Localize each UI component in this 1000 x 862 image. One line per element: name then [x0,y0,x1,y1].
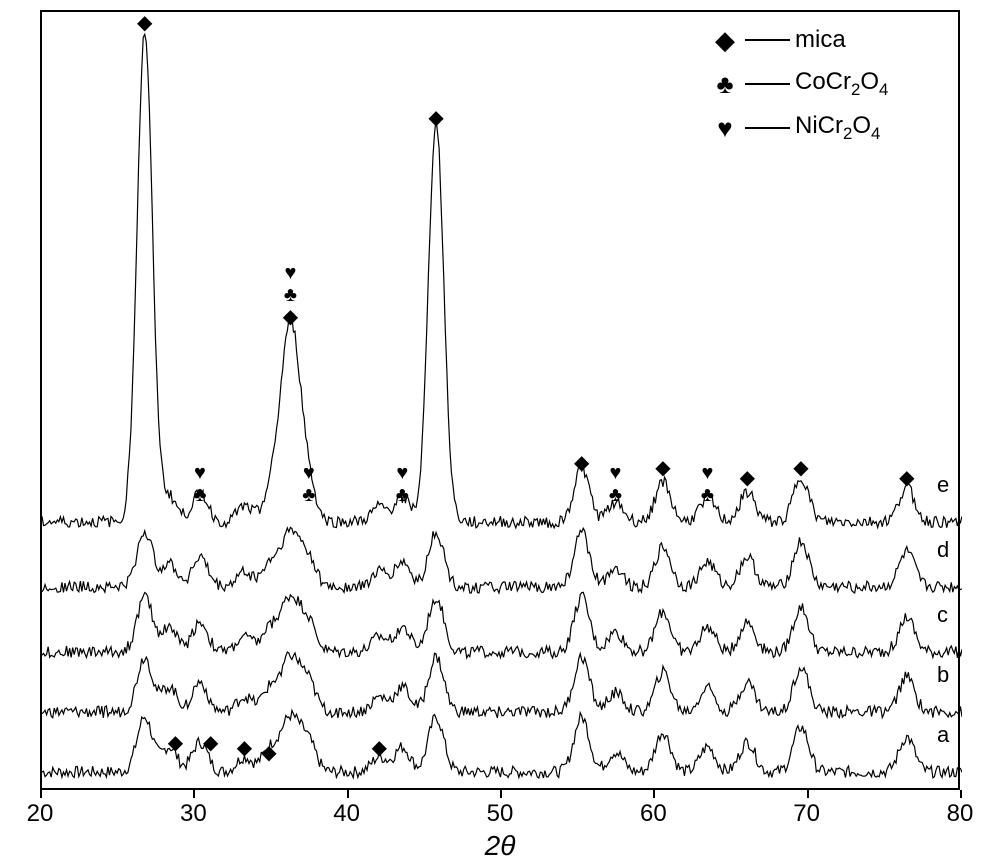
x-axis-label-text: 2θ [485,830,516,861]
legend-line [745,127,790,129]
mica-marker-icon: ◆ [655,457,670,479]
x-tick [40,790,42,798]
trace-c [42,592,962,658]
peak-marker: ◆ [168,732,183,754]
peak-marker: ◆ [261,742,276,764]
mica-marker-icon: ◆ [899,467,914,489]
peak-marker: ♥♣◆ [283,262,298,328]
peak-marker: ◆ [372,737,387,759]
x-axis-label: 2θ [485,830,516,862]
x-tick [193,790,195,798]
legend-marker-icon: ◆ [710,25,740,56]
cocr2o4-marker-icon: ♣ [396,484,409,506]
peak-marker: ◆ [655,457,670,479]
mica-marker-icon: ◆ [428,107,443,129]
trace-label-d: d [937,537,949,563]
x-tick-label: 50 [487,800,514,828]
legend-label: NiCr2O4 [795,112,880,144]
mica-marker-icon: ◆ [574,452,589,474]
x-axis: 20304050607080 [40,790,960,820]
nicr2o4-marker-icon: ♥ [283,262,298,284]
peak-marker: ◆ [899,467,914,489]
peak-marker: ♥♣ [193,462,206,506]
legend-item: ♥ NiCr2O4 [710,108,970,148]
x-tick-label: 60 [640,800,667,828]
x-tick [807,790,809,798]
legend-label: CoCr2O4 [795,68,888,100]
mica-marker-icon: ◆ [283,306,298,328]
x-tick [500,790,502,798]
nicr2o4-marker-icon: ♥ [302,462,315,484]
x-tick [960,790,962,798]
cocr2o4-marker-icon: ♣ [701,484,714,506]
peak-marker: ◆ [137,12,152,34]
peak-marker: ◆ [237,737,252,759]
cocr2o4-marker-icon: ♣ [283,284,298,306]
x-tick [653,790,655,798]
legend-marker-icon: ♥ [710,113,740,144]
cocr2o4-marker-icon: ♣ [609,484,622,506]
cocr2o4-marker-icon: ♣ [302,484,315,506]
x-tick-label: 40 [333,800,360,828]
mica-marker-icon: ◆ [740,467,755,489]
x-tick-label: 20 [27,800,54,828]
legend-label: mica [795,26,846,54]
peak-marker: ◆ [740,467,755,489]
mica-marker-icon: ◆ [168,732,183,754]
mica-marker-icon: ◆ [793,457,808,479]
x-tick-label: 80 [947,800,974,828]
peak-marker: ♥♣ [609,462,622,506]
x-tick [347,790,349,798]
nicr2o4-marker-icon: ♥ [396,462,409,484]
peak-marker: ♥♣ [396,462,409,506]
trace-label-a: a [937,722,949,748]
legend: ◆ mica ♣ CoCr2O4 ♥ NiCr2O4 [710,20,970,152]
legend-item: ◆ mica [710,20,970,60]
x-tick-label: 30 [180,800,207,828]
cocr2o4-marker-icon: ♣ [193,484,206,506]
trace-b [42,652,962,718]
trace-label-b: b [937,662,949,688]
peak-marker: ◆ [203,732,218,754]
x-tick-label: 70 [793,800,820,828]
xrd-chart: ◆♥♣♥♣◆♥♣♥♣◆◆♥♣◆♥♣◆◆◆◆◆◆◆◆ abcde 20304050… [0,0,1000,857]
mica-marker-icon: ◆ [237,737,252,759]
trace-label-e: e [937,472,949,498]
legend-line [745,83,790,85]
trace-d [42,527,962,593]
mica-marker-icon: ◆ [372,737,387,759]
peak-marker: ◆ [793,457,808,479]
mica-marker-icon: ◆ [137,12,152,34]
legend-line [745,39,790,41]
trace-label-c: c [937,602,948,628]
peak-marker: ♥♣ [302,462,315,506]
nicr2o4-marker-icon: ♥ [609,462,622,484]
legend-item: ♣ CoCr2O4 [710,64,970,104]
peak-marker: ◆ [574,452,589,474]
mica-marker-icon: ◆ [203,732,218,754]
peak-marker: ♥♣ [701,462,714,506]
peak-marker: ◆ [428,107,443,129]
mica-marker-icon: ◆ [261,742,276,764]
nicr2o4-marker-icon: ♥ [193,462,206,484]
nicr2o4-marker-icon: ♥ [701,462,714,484]
legend-marker-icon: ♣ [710,69,740,100]
